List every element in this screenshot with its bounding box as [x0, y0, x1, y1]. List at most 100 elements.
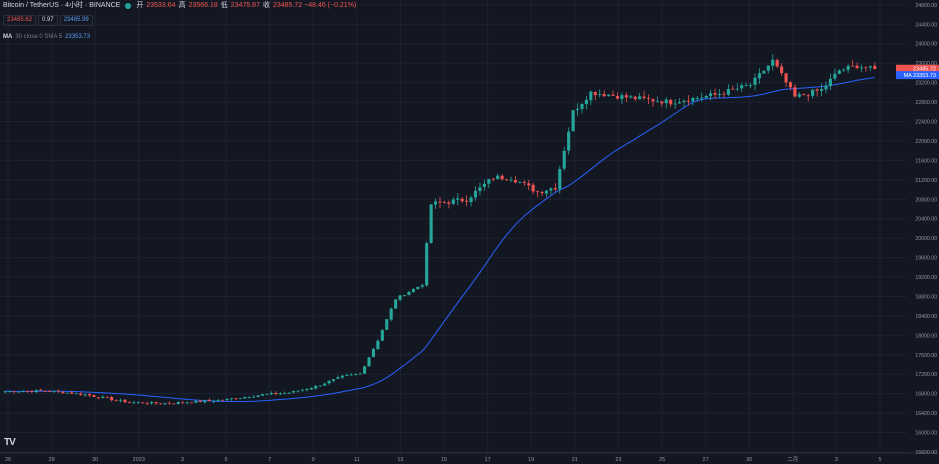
- candle-body: [12, 391, 16, 393]
- candle-body: [788, 82, 793, 88]
- candle-body: [487, 179, 491, 184]
- candle-body: [646, 98, 651, 99]
- high-value: 23566.18: [188, 2, 218, 9]
- candle-body: [686, 100, 690, 102]
- candle-body: [589, 91, 593, 101]
- candle-body: [575, 108, 580, 111]
- x-tick-label: 30: [746, 457, 752, 463]
- tradingview-logo[interactable]: TV: [4, 437, 16, 448]
- candle-body: [607, 94, 611, 97]
- candle-body: [500, 175, 504, 180]
- candle-body: [79, 393, 83, 395]
- candle-body: [518, 182, 522, 183]
- candle-body: [65, 392, 69, 394]
- candle-body: [691, 97, 695, 102]
- candle-body: [669, 99, 673, 105]
- candle-body: [70, 392, 74, 394]
- candle-body: [385, 319, 389, 330]
- candle-body: [56, 390, 61, 392]
- symbol-title[interactable]: Bitcoin / TetherUS · 4小时 · BINANCE: [3, 2, 121, 9]
- candle-body: [354, 374, 358, 375]
- candle-body: [633, 96, 637, 100]
- candle-body: [61, 391, 65, 394]
- candle-body: [811, 89, 815, 96]
- candle-body: [96, 397, 100, 398]
- candle-body: [624, 95, 628, 98]
- ask-box[interactable]: 23485.99: [59, 15, 93, 26]
- x-tick-label: 15: [441, 457, 447, 463]
- candle-body: [367, 357, 371, 367]
- candle-body: [740, 85, 744, 89]
- candle-body: [92, 395, 96, 397]
- candle-body: [598, 94, 602, 95]
- candle-body: [141, 402, 145, 404]
- x-tick-label: 17: [485, 457, 491, 463]
- candle-body: [225, 398, 229, 401]
- candle-body: [238, 398, 242, 399]
- candle-body: [815, 89, 819, 91]
- candle-body: [105, 396, 109, 398]
- candle-body: [531, 184, 535, 192]
- candle-body: [775, 60, 779, 67]
- x-tick-label: 7: [268, 457, 271, 463]
- candle-body: [167, 402, 171, 404]
- candle-body: [429, 204, 433, 243]
- candle-body: [540, 191, 544, 194]
- candle-body: [780, 66, 784, 74]
- candle-body: [757, 73, 761, 79]
- x-tick-label: 30: [92, 457, 98, 463]
- candle-body: [855, 65, 859, 69]
- y-tick-label: 22800.00: [915, 100, 937, 106]
- candle-body: [132, 402, 136, 404]
- candle-body: [864, 67, 868, 69]
- low-label: 低: [220, 2, 228, 9]
- ma-series-line: [5, 77, 875, 403]
- y-tick-label: 17200.00: [915, 372, 937, 378]
- candle-body: [331, 379, 336, 381]
- candle-body: [562, 150, 566, 169]
- ma-line: [5, 77, 875, 403]
- candle-body: [638, 96, 642, 100]
- candle-body: [611, 94, 615, 96]
- x-tick-label: 3: [181, 457, 184, 463]
- candle-body: [407, 291, 411, 296]
- x-tick-label: 11: [354, 457, 360, 463]
- price-axis: 24800.00 24400.00 24000.00 23600.00 23200.00…: [915, 3, 937, 456]
- candle-body: [713, 93, 717, 95]
- quote-boxes: 23485.62 0.97 23485.99: [3, 15, 93, 26]
- candle-body: [43, 390, 47, 392]
- candle-body: [797, 94, 801, 97]
- close-label: 收: [262, 2, 270, 9]
- candle-body: [119, 399, 123, 401]
- y-tick-label: 21200.00: [915, 178, 937, 184]
- candle-body: [731, 88, 735, 90]
- candle-body: [269, 393, 273, 395]
- candle-body: [420, 285, 424, 287]
- candle-body: [309, 388, 313, 390]
- candle-body: [34, 390, 38, 393]
- candle-body: [52, 390, 56, 392]
- candle-body: [837, 70, 841, 74]
- chart-grid: [0, 0, 939, 454]
- candle-body: [203, 400, 207, 403]
- candle-body: [735, 88, 739, 90]
- time-axis: 26 28 30 2023 3 5 7 9 11 13 15 17 19 21 23 25 27 30 二月 3 5: [5, 456, 882, 463]
- x-tick-label: 21: [572, 457, 578, 463]
- y-tick-label: 21600.00: [915, 158, 937, 164]
- price-tag-label: 23485.72: [913, 67, 936, 73]
- candle-body: [496, 175, 500, 179]
- indicator-legend[interactable]: MA 30 close 0 SMA 5 23353.73: [3, 33, 90, 41]
- low-value: 23475.87: [230, 2, 260, 9]
- candle-body: [615, 96, 620, 99]
- y-tick-label: 16800.00: [915, 392, 937, 398]
- candle-body: [762, 70, 766, 74]
- spread-box: 0.97: [38, 15, 58, 26]
- candle-body: [709, 93, 713, 97]
- bid-box[interactable]: 23485.62: [3, 15, 37, 26]
- candle-body: [846, 65, 850, 70]
- candle-body: [25, 390, 29, 392]
- candle-body: [456, 198, 460, 200]
- candle-body: [482, 183, 486, 187]
- candle-body: [416, 286, 420, 290]
